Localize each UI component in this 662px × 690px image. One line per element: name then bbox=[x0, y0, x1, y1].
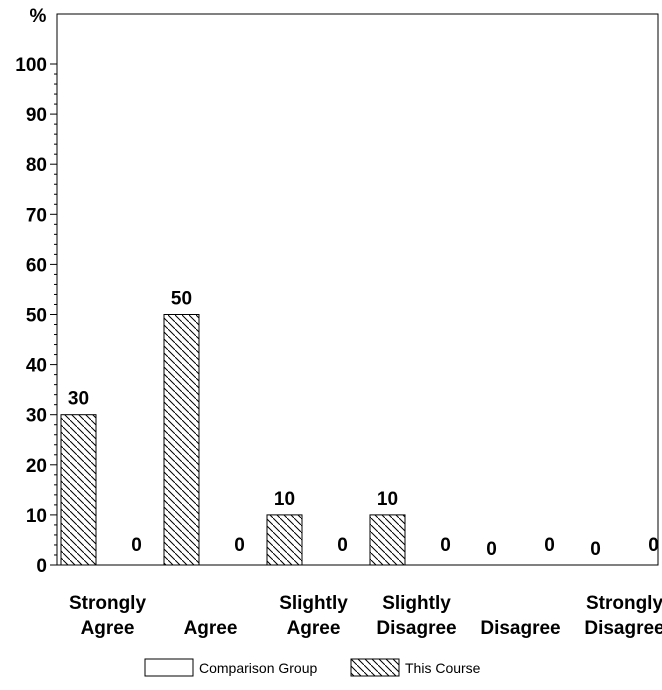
y-tick-label: 30 bbox=[26, 406, 47, 427]
x-category-label: Disagree bbox=[584, 618, 662, 639]
bar-this-course bbox=[163, 314, 200, 566]
y-tick-label: 50 bbox=[26, 306, 47, 327]
x-category-label: Agree bbox=[184, 618, 238, 639]
labels: 30 0 Strongly Agree 50 0 Agree 10 0 Slightly Agree… bbox=[68, 289, 662, 640]
y-axis-label: % bbox=[30, 6, 47, 27]
bar-this-course bbox=[369, 514, 406, 566]
data-label-this-course: 10 bbox=[274, 489, 295, 510]
x-category-label: Slightly bbox=[382, 593, 451, 614]
y-tick-label: 80 bbox=[26, 155, 47, 176]
legend-swatch-this-course bbox=[350, 658, 400, 677]
data-label-comparison-group: 0 bbox=[544, 535, 555, 556]
x-category-label: Slightly bbox=[279, 593, 348, 614]
legend-label-this-course: This Course bbox=[405, 660, 481, 676]
y-tick-label: 90 bbox=[26, 105, 47, 126]
data-label-this-course: 10 bbox=[377, 489, 398, 510]
y-tick-label: 60 bbox=[26, 255, 47, 276]
legend-swatch-comparison-group bbox=[144, 658, 194, 677]
y-tick-label: 100 bbox=[15, 55, 47, 76]
y-tick-label: 0 bbox=[36, 556, 47, 577]
data-label-this-course: 0 bbox=[486, 539, 497, 560]
plot-frame bbox=[56, 13, 659, 566]
x-category-label: Agree bbox=[81, 618, 135, 639]
data-label-comparison-group: 0 bbox=[234, 535, 245, 556]
x-category-label: Strongly bbox=[586, 593, 662, 614]
legend-label-comparison-group: Comparison Group bbox=[199, 660, 317, 676]
data-label-comparison-group: 0 bbox=[440, 535, 451, 556]
bar-this-course bbox=[60, 414, 97, 566]
data-label-this-course: 30 bbox=[68, 389, 89, 410]
y-tick-label: 70 bbox=[26, 205, 47, 226]
x-category-label: Strongly bbox=[69, 593, 146, 614]
data-label-this-course: 0 bbox=[590, 539, 601, 560]
x-category-label: Agree bbox=[287, 618, 341, 639]
bar-this-course bbox=[266, 514, 303, 566]
data-label-comparison-group: 0 bbox=[337, 535, 348, 556]
y-tick-label: 10 bbox=[26, 506, 47, 527]
legend: Comparison Group This Course bbox=[144, 658, 481, 677]
bars bbox=[60, 314, 406, 566]
data-label-comparison-group: 0 bbox=[131, 535, 142, 556]
y-tick-label: 40 bbox=[26, 356, 47, 377]
y-tick-label: 20 bbox=[26, 456, 47, 477]
x-category-label: Disagree bbox=[376, 618, 456, 639]
data-label-this-course: 50 bbox=[171, 289, 192, 310]
x-category-label: Disagree bbox=[480, 618, 560, 639]
data-label-comparison-group: 0 bbox=[648, 535, 659, 556]
